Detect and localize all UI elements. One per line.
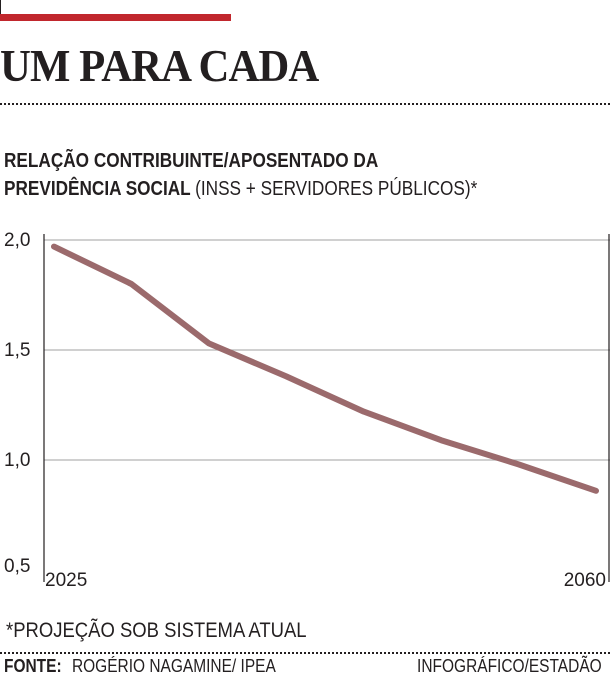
subtitle-bold: RELAÇÃO CONTRIBUINTE/APOSENTADO DA [4, 150, 379, 172]
credit: INFOGRÁFICO/ESTADÃO [417, 656, 602, 676]
accent-bar [0, 14, 231, 21]
source-line: FONTE: ROGÉRIO NAGAMINE/ IPEA [4, 655, 276, 677]
y-tick-label: 2,0 [4, 230, 30, 251]
dotted-divider-bottom [0, 652, 610, 654]
top-rule [0, 0, 1, 17]
series-line [51, 243, 599, 494]
subtitle-bold-line2: PREVIDÊNCIA SOCIAL [4, 178, 196, 200]
chart-subtitle: RELAÇÃO CONTRIBUINTE/APOSENTADO DA PREVI… [4, 147, 477, 203]
y-tick-label: 1,0 [4, 450, 30, 471]
x-tick-label: 2025 [45, 570, 87, 590]
source-text: ROGÉRIO NAGAMINE/ IPEA [71, 656, 276, 676]
headline: UM PARA CADA [0, 40, 319, 91]
y-tick-label: 1,5 [4, 340, 30, 361]
footnote: *PROJEÇÃO SOB SISTEMA ATUAL [6, 619, 307, 642]
source-label: FONTE: [4, 656, 62, 676]
x-tick-label: 2060 [564, 570, 606, 590]
subtitle-normal: (INSS + SERVIDORES PÚBLICOS)* [195, 178, 478, 200]
line-chart: 2,0 1,5 1,0 0,5 2025 2060 [4, 230, 610, 590]
y-tick-label: 0,5 [4, 556, 30, 577]
dotted-divider-top [0, 103, 610, 105]
